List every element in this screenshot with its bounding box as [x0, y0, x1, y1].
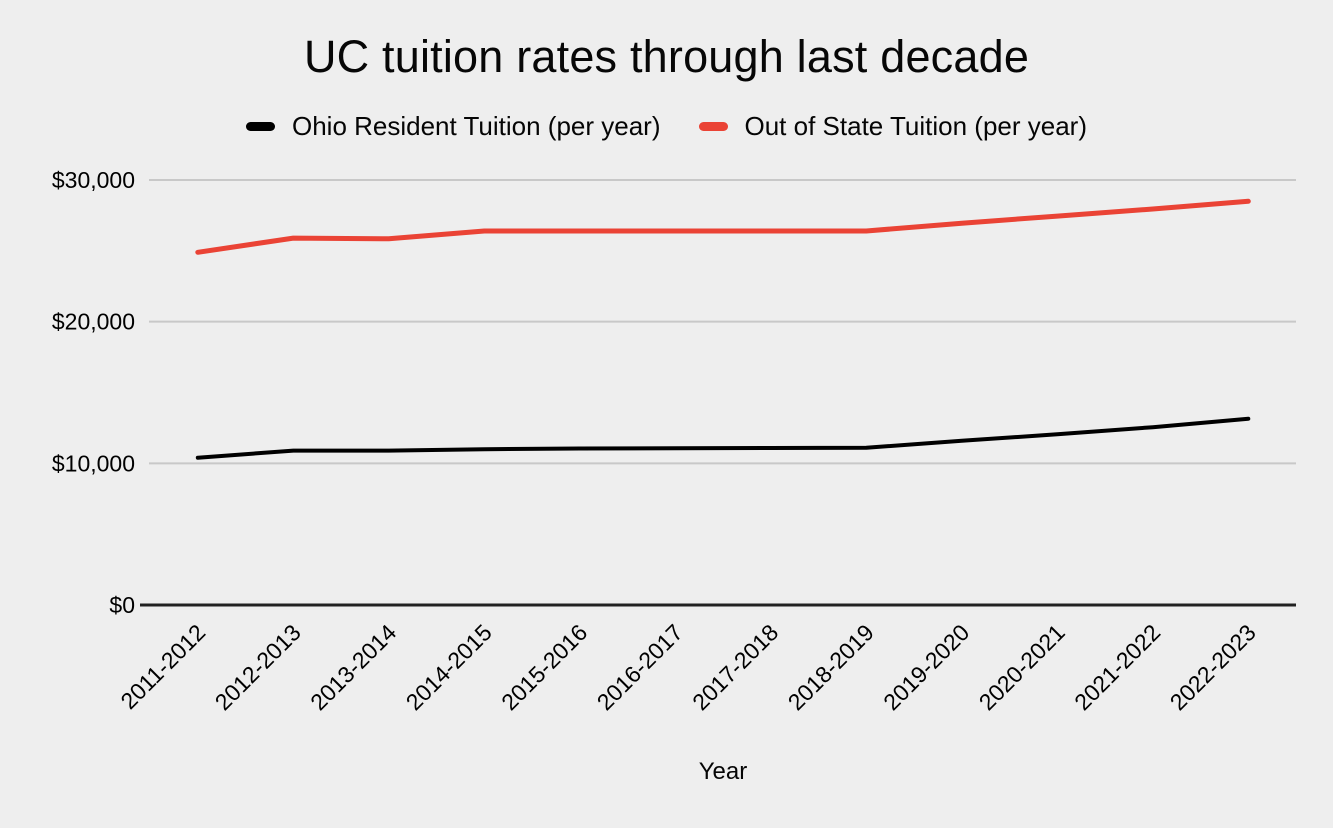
legend-label-out-of-state: Out of State Tuition (per year): [744, 110, 1088, 141]
x-tick-label: 2016-2017: [592, 619, 688, 715]
y-tick-label: $30,000: [52, 167, 135, 193]
y-tick-label: $10,000: [52, 450, 135, 476]
x-axis-title: Year: [698, 758, 748, 785]
x-tick-label: 2017-2018: [687, 619, 783, 715]
legend-item-out-of-state: Out of State Tuition (per year): [698, 110, 1088, 142]
y-tick-label: $20,000: [52, 309, 135, 335]
legend-swatch-out-of-state: [698, 121, 728, 131]
series-line-ohio-resident: [195, 416, 1251, 460]
x-tick-label: 2012-2013: [210, 619, 306, 715]
x-tick-label: 2021-2022: [1069, 619, 1165, 715]
legend-swatch-ohio-resident: [245, 121, 275, 131]
chart-legend: Ohio Resident Tuition (per year) Out of …: [0, 110, 1333, 142]
x-tick-label: 2014-2015: [401, 619, 497, 715]
x-tick-label: 2019-2020: [878, 619, 974, 715]
chart-title: UC tuition rates through last decade: [303, 31, 1030, 82]
x-tick-label: 2011-2012: [115, 619, 210, 714]
x-tick-label: 2018-2019: [783, 619, 879, 715]
x-tick-label: 2022-2023: [1165, 619, 1261, 715]
y-tick-label: $0: [109, 592, 135, 618]
legend-item-ohio-resident: Ohio Resident Tuition (per year): [245, 110, 661, 142]
legend-label-ohio-resident: Ohio Resident Tuition (per year): [291, 110, 661, 141]
x-tick-label: 2013-2014: [305, 619, 401, 715]
x-tick-label: 2020-2021: [974, 619, 1070, 715]
series-line-out-of-state: [195, 198, 1251, 255]
x-tick-label: 2015-2016: [496, 619, 592, 715]
